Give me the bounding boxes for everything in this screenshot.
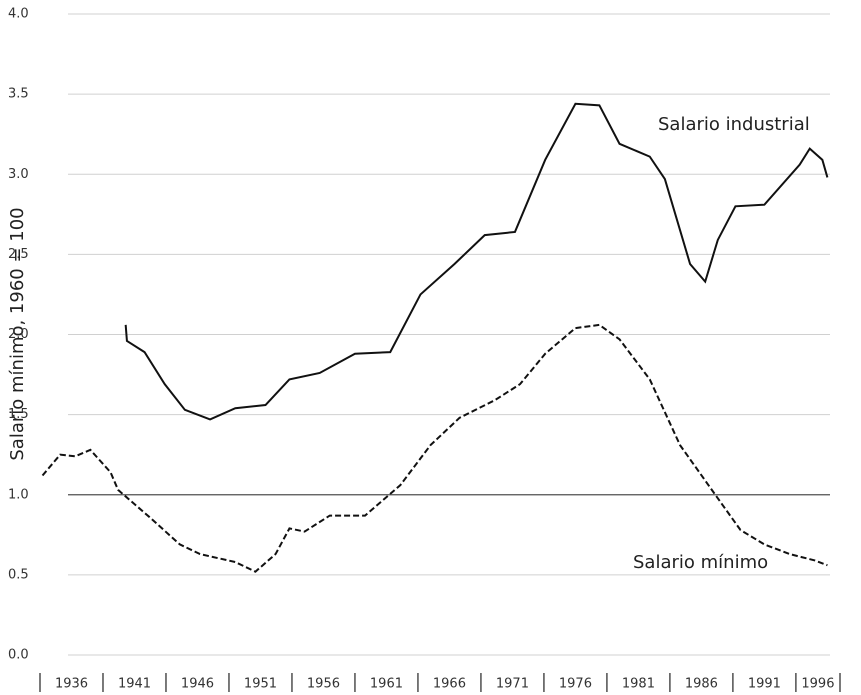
y-tick-label: 1.0 (8, 487, 29, 502)
x-tick-label: 1961 (370, 677, 403, 692)
y-tick-label: 1.5 (8, 407, 29, 422)
y-tick-label: 2.5 (8, 247, 29, 262)
x-tick-label: 1941 (118, 677, 151, 692)
series-label: Salario industrial (658, 114, 810, 135)
x-tick-label: 1951 (244, 677, 277, 692)
y-tick-label: 4.0 (8, 7, 29, 22)
x-tick-label: 1991 (748, 677, 781, 692)
series-line (41, 323, 828, 573)
x-tick-label: 1971 (496, 677, 529, 692)
y-tick-label: 0.5 (8, 567, 29, 582)
x-tick-label: 1966 (433, 677, 466, 692)
series-label: Salario mínimo (633, 552, 768, 573)
y-tick-label: 2.0 (8, 327, 29, 342)
y-tick-label: 3.0 (8, 167, 29, 182)
y-tick-label: 0.0 (8, 648, 29, 663)
y-tick-label: 3.5 (8, 87, 29, 102)
x-tick-label: 1986 (685, 677, 718, 692)
x-tick-label: 1936 (55, 677, 88, 692)
series-line (124, 102, 829, 421)
x-tick-label: 1981 (622, 677, 655, 692)
x-tick-label: 1956 (307, 677, 340, 692)
x-tick-label: 1996 (801, 677, 834, 692)
x-tick-label: 1976 (559, 677, 592, 692)
x-tick-label: 1946 (181, 677, 214, 692)
y-axis-label: Salario mínimo, 1960 = 100 (7, 207, 28, 460)
